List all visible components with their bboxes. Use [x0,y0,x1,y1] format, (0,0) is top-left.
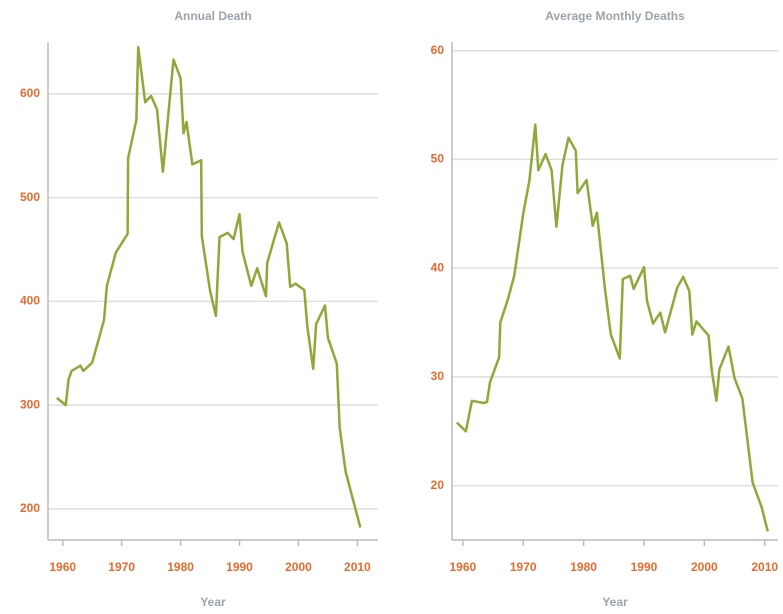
x-axis-label: Year [200,595,226,609]
x-tick-label: 1960 [49,560,76,574]
x-tick-label: 1980 [570,560,597,574]
chart-title: Annual Death [174,9,251,23]
chart-title: Average Monthly Deaths [545,9,685,23]
x-axis-label: Year [602,595,628,609]
x-tick-label: 1960 [450,560,477,574]
y-tick-label: 500 [20,190,40,204]
x-tick-label: 2000 [285,560,312,574]
x-tick-label: 2000 [691,560,718,574]
y-tick-label: 200 [20,501,40,515]
data-line [56,45,362,528]
y-tick-label: 600 [20,86,40,100]
x-tick-label: 1970 [510,560,537,574]
x-tick-label: 1990 [631,560,658,574]
x-tick-label: 1980 [167,560,194,574]
y-tick-label: 60 [431,43,445,57]
x-tick-label: 1990 [226,560,253,574]
y-tick-label: 20 [431,478,445,492]
y-tick-label: 400 [20,294,40,308]
y-tick-label: 50 [431,152,445,166]
y-tick-label: 300 [20,397,40,411]
y-tick-label: 30 [431,369,445,383]
x-tick-label: 2010 [751,560,778,574]
data-line [455,123,769,532]
x-tick-label: 1970 [108,560,135,574]
x-tick-label: 2010 [344,560,371,574]
y-tick-label: 40 [431,260,445,274]
